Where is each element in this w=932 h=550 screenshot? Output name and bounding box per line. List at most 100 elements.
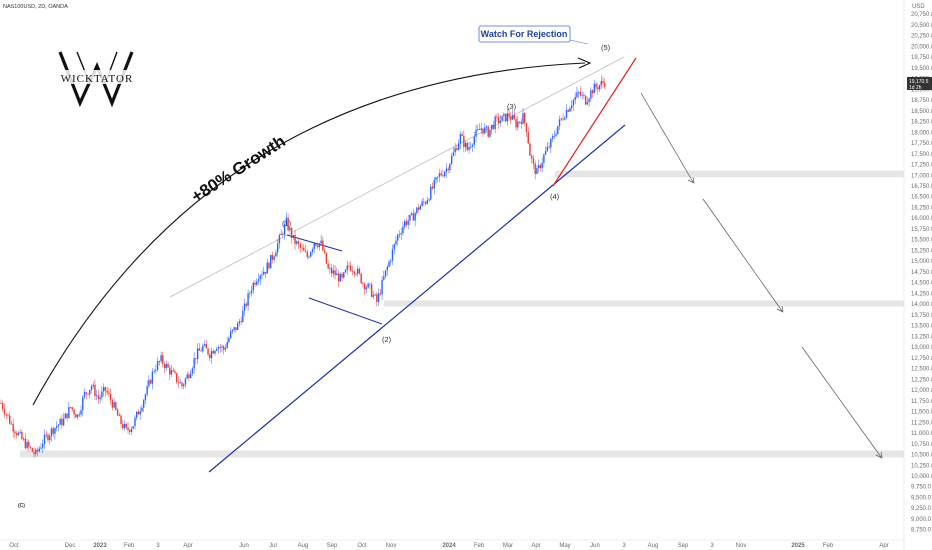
candle-body — [181, 382, 183, 387]
candle-body — [259, 275, 261, 280]
candle-body — [233, 327, 235, 330]
upper-channel-line[interactable] — [169, 56, 625, 298]
candle-body — [299, 244, 301, 248]
flag-top-line[interactable] — [286, 234, 343, 252]
time-tick-label: Aug — [298, 543, 309, 549]
price-tick-label: 17,000.0 — [911, 173, 932, 179]
candle-body — [137, 411, 140, 415]
candle-body — [358, 268, 361, 274]
candle-body — [289, 228, 291, 231]
candle-body — [336, 273, 338, 276]
candle-body — [569, 108, 571, 112]
candle-body — [221, 346, 223, 348]
support-zone — [555, 170, 904, 178]
candle-body — [316, 245, 319, 248]
price-tick-label: 16,500.0 — [911, 195, 932, 201]
price-tag-value: 19,170.5 — [909, 79, 929, 85]
candle-body — [550, 138, 552, 148]
candle-body — [9, 415, 11, 424]
candle-body — [511, 115, 514, 120]
price-tick-label: 15,500.0 — [911, 238, 932, 244]
time-tick-label: 3 — [710, 543, 714, 549]
candle-body — [539, 165, 542, 169]
candle-body — [564, 117, 566, 120]
candle-body — [296, 241, 298, 244]
candle-body — [503, 113, 505, 116]
candle-body — [393, 244, 395, 250]
candle-body — [583, 94, 585, 96]
candle-body — [189, 373, 192, 379]
candle-body — [236, 323, 239, 331]
candle-body — [207, 348, 209, 355]
candle-body — [122, 423, 124, 429]
time-tick-label: Apr — [531, 543, 540, 549]
candle-body — [10, 423, 13, 425]
candle-body — [591, 90, 594, 94]
candle-body — [551, 136, 554, 139]
candle-body — [473, 136, 475, 145]
candle-body — [562, 118, 564, 120]
candle-body — [29, 447, 32, 449]
candle-body — [574, 97, 576, 100]
price-tick-label: 9,750.0 — [911, 485, 932, 491]
candle-body — [43, 434, 46, 444]
price-tick-label: 20,250.0 — [911, 34, 932, 40]
candle-body — [384, 270, 387, 277]
candle-body — [311, 249, 314, 253]
candle-body — [431, 186, 434, 189]
candle-body — [501, 115, 503, 121]
candle-body — [87, 393, 89, 395]
red-wedge-line[interactable] — [552, 57, 637, 187]
candle-body — [329, 267, 331, 269]
candle-body — [116, 409, 119, 416]
candle-body — [170, 370, 173, 375]
candle-body — [276, 243, 279, 253]
candle-body — [577, 92, 580, 93]
candle-body — [163, 363, 166, 369]
candle-body — [416, 207, 418, 214]
candle-body — [104, 387, 107, 391]
price-axis[interactable]: USD 8,750.0 9,000.0 9,250.0 9,500.0 9,750.0 1… — [903, 0, 932, 550]
candle-body — [468, 147, 470, 150]
symbol-label: NAS100USD, 2D, OANDA — [3, 4, 68, 10]
flag-bottom-line[interactable] — [308, 297, 383, 325]
candle-body — [367, 283, 369, 288]
candle-body — [214, 350, 216, 354]
candle-body — [5, 414, 7, 416]
wave-label-4: (4) — [550, 192, 560, 201]
candle-body — [398, 234, 401, 236]
candle-body — [386, 266, 388, 271]
candle-body — [231, 329, 234, 332]
time-axis[interactable]: Oct Dec 2023 Feb 3 Apr Jun Jul Aug Sep Oct Nov 2024 F… — [0, 539, 904, 549]
price-tick-label: 9,500.0 — [911, 495, 932, 501]
candle-body — [96, 395, 98, 397]
price-tick-label: 14,000.0 — [911, 302, 932, 308]
candle-body — [445, 168, 448, 172]
candle-body — [14, 431, 16, 434]
price-tick-label: 19,500.0 — [911, 66, 932, 72]
time-tick-label: 3 — [622, 543, 626, 549]
candle-body — [200, 350, 202, 352]
candle-body — [346, 265, 348, 270]
candle-body — [363, 283, 366, 290]
price-tick-label: 16,750.0 — [911, 184, 932, 190]
callout-watch-rejection[interactable]: Watch For Rejection — [478, 25, 589, 45]
candle-body — [407, 220, 409, 225]
price-tick-label: 18,000.0 — [911, 130, 932, 136]
candle-body — [69, 407, 72, 408]
candle-body — [3, 409, 6, 415]
candle-body — [212, 351, 214, 354]
candle-body — [383, 276, 385, 280]
candle-body — [377, 293, 380, 302]
candle-body — [306, 251, 308, 258]
candle-body — [522, 113, 524, 124]
candle-body — [7, 414, 9, 416]
candle-body — [478, 129, 481, 131]
candle-body — [463, 135, 465, 148]
candle-body — [560, 118, 562, 120]
candle-body — [169, 367, 171, 375]
candle-body — [22, 438, 25, 440]
candle-body — [75, 414, 77, 418]
candle-body — [350, 265, 352, 271]
